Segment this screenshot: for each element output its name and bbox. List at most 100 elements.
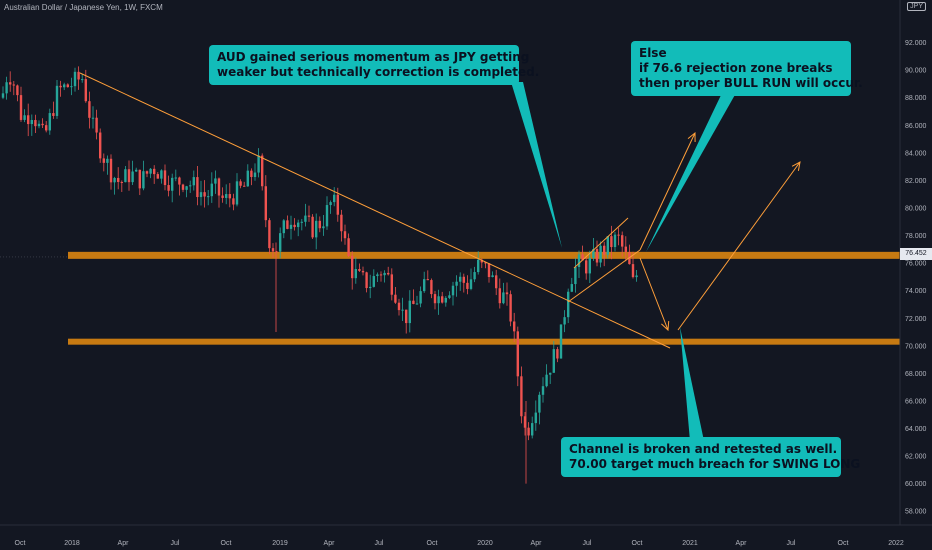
candle-body bbox=[45, 125, 48, 131]
y-tick-label: 74.000 bbox=[905, 288, 927, 295]
candle-body bbox=[333, 194, 336, 203]
candle-body bbox=[538, 394, 541, 413]
candle-body bbox=[556, 349, 559, 359]
candle-body bbox=[95, 117, 98, 133]
candle-body bbox=[135, 169, 138, 172]
candle-body bbox=[534, 412, 537, 424]
candle-body bbox=[369, 286, 372, 289]
candle-body bbox=[624, 246, 627, 252]
candle-body bbox=[142, 171, 145, 189]
candle-body bbox=[246, 170, 249, 187]
candle-body bbox=[570, 284, 573, 292]
candle-body bbox=[523, 416, 527, 428]
candle-body bbox=[217, 178, 221, 196]
callout-bull-run-line-1: Else bbox=[639, 46, 667, 60]
y-tick-label: 90.000 bbox=[905, 68, 927, 75]
candle-body bbox=[178, 177, 181, 185]
y-tick-label: 76.000 bbox=[905, 261, 927, 268]
candle-body bbox=[613, 234, 617, 248]
candle-body bbox=[311, 216, 314, 238]
callout-correction: AUD gained serious momentum as JPY getti… bbox=[209, 45, 539, 85]
candle-body bbox=[174, 177, 177, 179]
candle-body bbox=[77, 71, 80, 80]
candle-body bbox=[37, 123, 41, 127]
y-tick-label: 92.000 bbox=[905, 40, 927, 47]
x-tick-label: 2020 bbox=[477, 540, 493, 547]
candle-body bbox=[318, 220, 321, 229]
candle-body bbox=[509, 294, 512, 322]
y-tick-label: 66.000 bbox=[905, 398, 927, 405]
candle-body bbox=[610, 236, 613, 248]
candle-body bbox=[491, 275, 494, 278]
callout-bull-run-line-2: if 76.6 rejection zone breaks bbox=[639, 61, 833, 75]
x-tick-label: Jul bbox=[171, 540, 180, 547]
candle-body bbox=[577, 254, 581, 267]
candle-body bbox=[545, 374, 548, 387]
descending-trendline bbox=[79, 72, 671, 349]
candle-body bbox=[293, 224, 296, 228]
candle-body bbox=[441, 296, 444, 303]
candle-body bbox=[502, 292, 505, 304]
candle-body bbox=[261, 155, 264, 187]
candle-body bbox=[228, 194, 231, 199]
currency-badge[interactable]: JPY bbox=[907, 2, 926, 11]
candle-body bbox=[372, 276, 375, 287]
candle-body bbox=[340, 214, 343, 232]
candle-body bbox=[595, 249, 599, 263]
candle-body bbox=[289, 224, 293, 229]
candle-body bbox=[207, 196, 210, 198]
candle-body bbox=[232, 198, 235, 205]
candle-body bbox=[527, 427, 530, 436]
candle-body bbox=[163, 170, 167, 186]
candle-body bbox=[466, 282, 469, 289]
x-tick-label: Oct bbox=[221, 540, 232, 547]
candle-body bbox=[203, 192, 206, 197]
candle-body bbox=[23, 115, 26, 120]
candle-body bbox=[88, 101, 91, 118]
candle-body bbox=[271, 248, 275, 252]
candle-body bbox=[171, 177, 174, 191]
candle-body bbox=[423, 279, 426, 292]
candle-body bbox=[225, 194, 228, 198]
candle-body bbox=[286, 220, 289, 229]
candle-body bbox=[12, 84, 15, 86]
candle-body bbox=[588, 258, 591, 274]
candle-body bbox=[113, 177, 116, 183]
candle-body bbox=[73, 71, 77, 87]
y-tick-label: 78.000 bbox=[905, 233, 927, 240]
candle-body bbox=[401, 309, 404, 311]
candle-body bbox=[459, 276, 462, 282]
candle-body bbox=[390, 274, 393, 295]
candle-body bbox=[214, 178, 217, 184]
candle-body bbox=[426, 279, 429, 281]
candle-body bbox=[505, 292, 509, 295]
callout-swing-long-pointer bbox=[680, 327, 704, 441]
channel-lower-line bbox=[567, 249, 641, 303]
x-tick-label: Jul bbox=[583, 540, 592, 547]
candle-body bbox=[606, 236, 609, 255]
candle-body bbox=[149, 168, 152, 174]
candle-body bbox=[387, 272, 390, 275]
candle-body bbox=[304, 215, 307, 222]
candle-body bbox=[66, 84, 69, 88]
candle-body bbox=[9, 82, 12, 85]
x-tick-label: Apr bbox=[118, 540, 130, 547]
y-tick-label: 68.000 bbox=[905, 371, 927, 378]
candle-body bbox=[189, 185, 192, 187]
callout-swing-long-line-2: 70.00 target much breach for SWING LONG bbox=[569, 457, 861, 471]
candle-body bbox=[469, 279, 473, 289]
callout-bull-run-pointer bbox=[646, 93, 736, 252]
channel-upper-line bbox=[573, 217, 629, 269]
y-tick-label: 80.000 bbox=[905, 205, 927, 212]
candle-body bbox=[221, 195, 224, 198]
candle-body bbox=[84, 79, 87, 102]
candle-body bbox=[91, 117, 95, 119]
candle-body bbox=[192, 177, 195, 186]
candle-body bbox=[5, 82, 8, 94]
breakout-arrow bbox=[639, 132, 696, 251]
candle-body bbox=[484, 262, 487, 264]
candle-body bbox=[196, 177, 199, 198]
candle-body bbox=[631, 264, 635, 278]
